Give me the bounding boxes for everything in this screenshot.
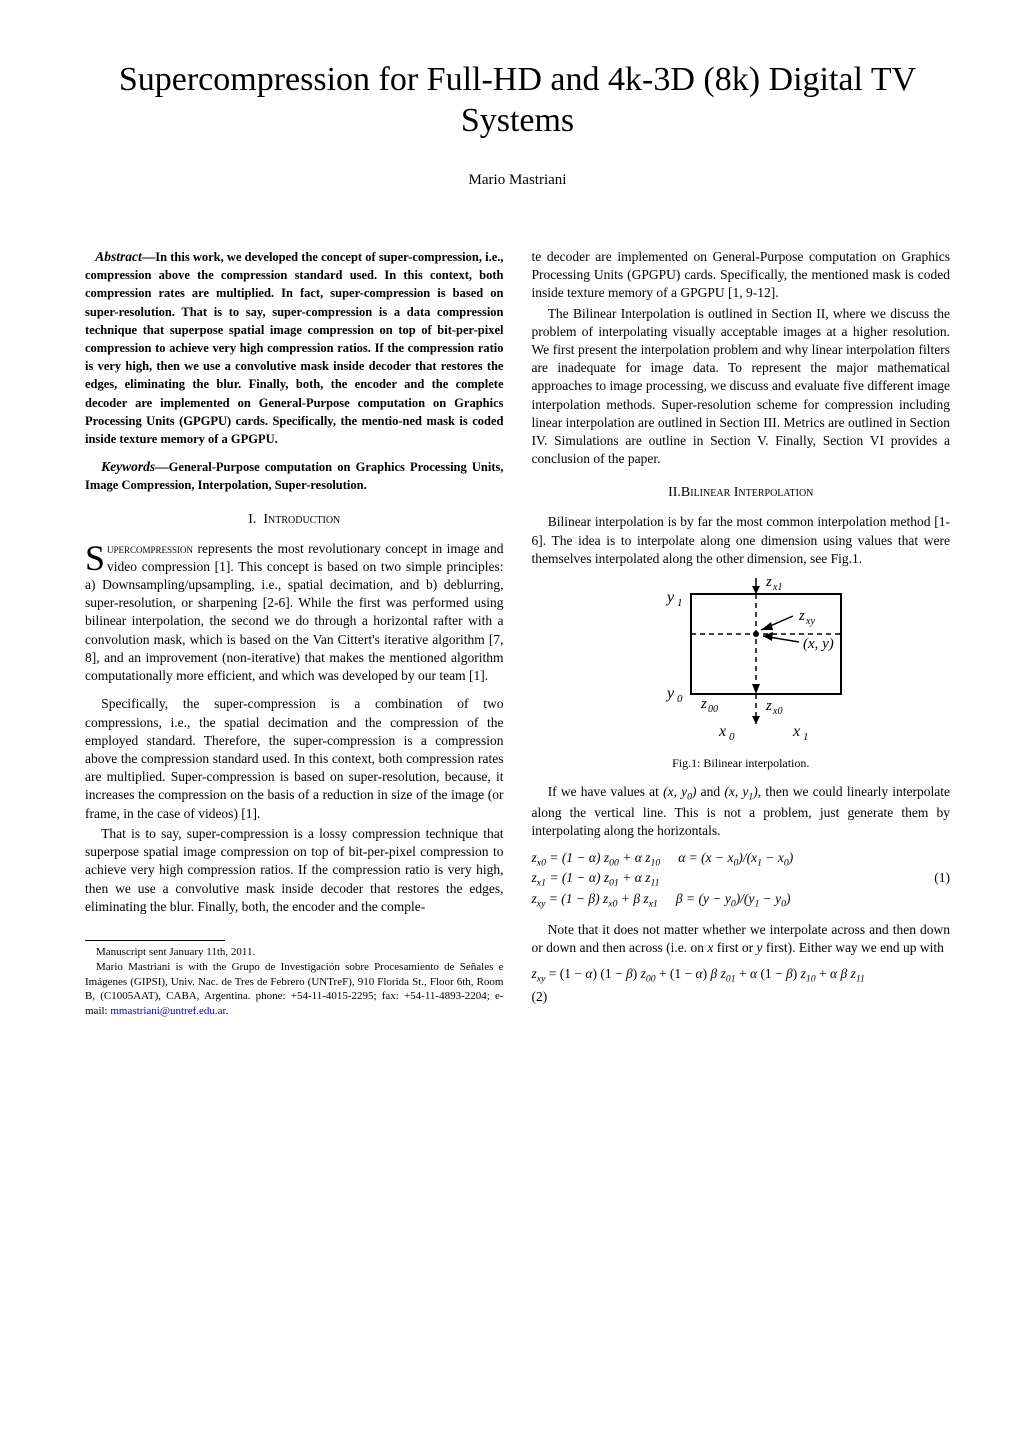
eq2-number: (2) <box>532 988 951 1006</box>
intro-smallcaps-lead: upercompression <box>107 541 193 556</box>
intro-p3: That is to say, super-compression is a l… <box>85 825 504 916</box>
svg-text:y: y <box>665 685 675 702</box>
eq1-row3: zxy = (1 − β) zx0 + β zx1 β = (y − y0)/(… <box>532 890 951 911</box>
svg-text:xy: xy <box>805 616 815 627</box>
right-column: te decoder are implemented on General-Pu… <box>532 248 951 1019</box>
figure-1-svg: z x1 z xy (x, y) y 1 y 0 z 00 z x0 x 0 x… <box>621 576 861 746</box>
eq1-row3-left: zxy = (1 − β) zx0 + β zx1 <box>532 890 658 911</box>
xy1: (x, y1) <box>724 784 757 799</box>
abstract-body: In this work, we developed the concept o… <box>85 250 504 446</box>
abstract-dash: — <box>142 249 156 264</box>
eq1-number: (1) <box>926 869 950 887</box>
dropcap: S <box>85 540 107 573</box>
svg-text:1: 1 <box>803 731 809 743</box>
equation-2-block: zxy = (1 − α) (1 − β) z00 + (1 − α) β z0… <box>532 965 951 1006</box>
eq1-row3-right: β = (y − y0)/(y1 − y0) <box>658 890 791 911</box>
svg-text:x: x <box>718 723 726 740</box>
eq1-row2: zx1 = (1 − α) z01 + α z11 (1) <box>532 869 951 890</box>
col2-p0: te decoder are implemented on General-Pu… <box>532 248 951 303</box>
keywords-dash: — <box>155 459 169 474</box>
paper-author: Mario Mastriani <box>85 170 950 190</box>
section-1-heading: I. Introduction <box>85 511 504 530</box>
eq1-row1-left: zx0 = (1 − α) z00 + α z10 <box>532 849 661 870</box>
footnote-rule <box>85 940 225 941</box>
svg-text:x1: x1 <box>772 582 782 593</box>
eq1-row1: zx0 = (1 − α) z00 + α z10 α = (x − x0)/(… <box>532 849 951 870</box>
abstract-label: Abstract <box>95 249 142 264</box>
intro-p1: Supercompression represents the most rev… <box>85 540 504 686</box>
section-2-roman: II. <box>668 485 681 500</box>
section-2-heading: II.Bilinear Interpolation <box>532 484 951 503</box>
abstract-block: Abstract—In this work, we developed the … <box>85 248 504 448</box>
after-fig-p: If we have values at (x, y0) and (x, y1)… <box>532 783 951 840</box>
svg-text:00: 00 <box>708 704 718 715</box>
keywords-label: Keywords <box>101 459 155 474</box>
svg-text:z: z <box>765 698 772 714</box>
eq1-row2-left: zx1 = (1 − α) z01 + α z11 <box>532 869 660 890</box>
note-p: Note that it does not matter whether we … <box>532 921 951 957</box>
intro-p1-rest: represents the most revolutionary concep… <box>85 541 504 684</box>
svg-text:x0: x0 <box>772 706 782 717</box>
footnote-2-suffix: . <box>226 1005 229 1017</box>
svg-text:(x, y): (x, y) <box>803 636 834 652</box>
svg-text:z: z <box>765 576 772 590</box>
svg-text:0: 0 <box>677 693 683 705</box>
note-mid: first or <box>713 940 756 955</box>
keywords-block: Keywords—General-Purpose computation on … <box>85 458 504 494</box>
after-fig-mid: and <box>696 784 724 799</box>
two-column-layout: Abstract—In this work, we developed the … <box>85 248 950 1019</box>
after-fig-prefix: If we have values at <box>548 784 663 799</box>
svg-text:z: z <box>700 696 707 712</box>
section-2-title: Bilinear Interpolation <box>681 485 814 500</box>
svg-text:y: y <box>665 589 675 606</box>
footnote-2-email-link[interactable]: mmastriani@untref.edu.ar <box>110 1005 225 1017</box>
eq2-line: zxy = (1 − α) (1 − β) z00 + (1 − α) β z0… <box>532 965 951 986</box>
intro-p2: Specifically, the super-compression is a… <box>85 695 504 823</box>
section-1-roman: I. <box>248 512 256 527</box>
xy0: (x, y0) <box>663 784 696 799</box>
paper-title: Supercompression for Full-HD and 4k-3D (… <box>85 60 950 142</box>
svg-text:1: 1 <box>677 597 683 609</box>
footnote-1: Manuscript sent January 11th, 2011. <box>85 945 504 960</box>
footnote-2: Mario Mastriani is with the Grupo de Inv… <box>85 960 504 1019</box>
svg-text:x: x <box>792 723 800 740</box>
figure-1: z x1 z xy (x, y) y 1 y 0 z 00 z x0 x 0 x… <box>532 576 951 751</box>
note-end: first). Either way we end up with <box>762 940 943 955</box>
left-column: Abstract—In this work, we developed the … <box>85 248 504 1019</box>
svg-text:0: 0 <box>729 731 735 743</box>
section-1-title: Introduction <box>263 512 340 527</box>
eq1-row1-right: α = (x − x0)/(x1 − x0) <box>660 849 793 870</box>
bilinear-p1: Bilinear interpolation is by far the mos… <box>532 513 951 568</box>
col2-p1: The Bilinear Interpolation is outlined i… <box>532 305 951 469</box>
figure-1-caption: Fig.1: Bilinear interpolation. <box>532 755 951 771</box>
equation-1-block: zx0 = (1 − α) z00 + α z10 α = (x − x0)/(… <box>532 849 951 911</box>
svg-text:z: z <box>798 608 805 624</box>
